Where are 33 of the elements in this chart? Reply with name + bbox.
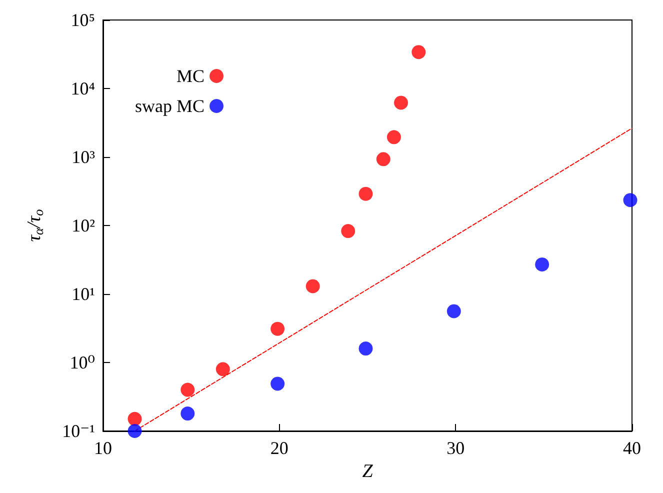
legend-label: swap MC: [134, 96, 205, 116]
y-tick-label: 10³: [72, 147, 96, 167]
point: [394, 96, 408, 110]
y-tick-label: 10⁰: [70, 352, 95, 372]
point: [270, 376, 285, 391]
x-tick-label: 10: [94, 438, 112, 458]
point: [180, 406, 195, 421]
point: [270, 322, 285, 336]
point: [376, 152, 390, 166]
point: [535, 257, 550, 272]
point: [180, 382, 195, 397]
y-axis-title: τα/τo: [24, 208, 46, 242]
y-tick-label: 10²: [72, 216, 95, 236]
point: [306, 279, 320, 294]
point: [386, 130, 401, 144]
point: [358, 186, 373, 201]
x-axis-title: Z: [362, 460, 374, 482]
y-tick-label: 10⁵: [70, 10, 95, 30]
point: [623, 193, 638, 208]
point: [412, 45, 426, 60]
point: [358, 342, 373, 356]
x-tick-label: 30: [446, 438, 465, 458]
legend-label: MC: [176, 66, 205, 86]
point: [216, 362, 230, 376]
y-tick-label: 10¹: [72, 284, 95, 304]
y-tick-label: 10⁴: [70, 78, 95, 98]
point: [128, 412, 142, 426]
point: [446, 304, 461, 318]
y-tick-label: 10⁻¹: [62, 421, 95, 441]
point: [341, 224, 356, 238]
x-tick-label: 20: [270, 438, 288, 458]
point: [128, 424, 142, 438]
x-tick-label: 40: [623, 438, 641, 458]
